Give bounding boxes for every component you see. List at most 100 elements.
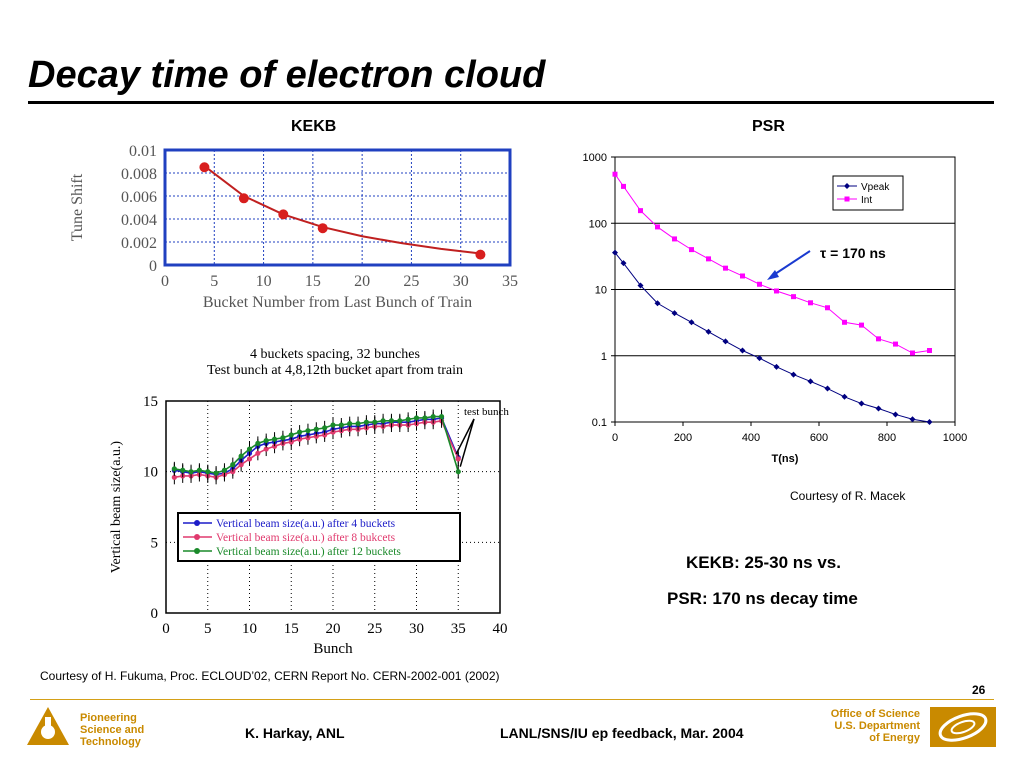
beam-data-point	[322, 432, 328, 438]
psr-decay-chart: 0.1 1 10 100 1000 0 200 400 600 800 1000 T(ns) Vpeak…	[583, 152, 968, 465]
beam-data-point	[305, 428, 311, 434]
tune-shift-chart: 0 5 10 15 20 25 30 35 0 0.002 0.004 0.006 0.008 0.01 B…	[69, 143, 518, 311]
tune-x-tick-label: 10	[256, 273, 272, 290]
tune-x-tick-label: 25	[403, 273, 419, 290]
beam-legend-marker	[194, 520, 200, 526]
psr-data-point	[791, 294, 796, 300]
lab-tagline-2: Science and	[80, 724, 145, 736]
tune-x-tick-label: 0	[161, 273, 169, 290]
beam-data-point	[263, 437, 269, 444]
doe-logo-icon	[930, 707, 996, 747]
psr-series-line	[614, 173, 930, 354]
beam-annotation-arrow	[455, 418, 475, 455]
psr-data-point	[824, 385, 831, 392]
psr-data-point	[671, 310, 678, 317]
beam-data-point	[380, 418, 386, 424]
psr-data-point	[927, 348, 932, 354]
beam-data-point	[255, 450, 261, 456]
beam-data-point	[288, 432, 294, 438]
psr-y-tick-label: 1000	[583, 152, 607, 164]
beam-x-axis-label: Bunch	[313, 641, 353, 655]
beam-data-point	[397, 418, 403, 424]
psr-data-point	[859, 322, 864, 328]
beam-data-point	[338, 422, 344, 428]
psr-data-point	[689, 247, 694, 253]
beam-data-point	[363, 419, 369, 425]
psr-data-point	[723, 265, 728, 271]
beam-data-point	[263, 446, 269, 452]
psr-legend-label: Int	[861, 195, 872, 206]
beam-data-point	[213, 470, 219, 476]
psr-data-point	[910, 350, 915, 356]
psr-y-tick-label: 1	[601, 351, 607, 363]
psr-annotation-arrow	[771, 250, 811, 277]
beam-annotation-arrow	[459, 418, 475, 467]
psr-data-point	[756, 355, 763, 362]
beam-legend-box	[177, 512, 461, 562]
beam-data-point	[422, 415, 428, 421]
psr-x-tick-label: 0	[612, 432, 618, 444]
tune-y-tick-label: 0.006	[121, 189, 157, 206]
psr-annotation-tau: τ = 170 ns	[820, 245, 886, 261]
tune-data-point	[199, 162, 210, 173]
tune-x-tick-label: 30	[453, 273, 469, 290]
beam-size-chart: 0 5 10 15 20 25 30 35 40 0 5 10 15 Bunch Vertical beam…	[109, 394, 509, 655]
psr-y-tick-label: 10	[595, 285, 607, 297]
beam-x-tick-label: 40	[493, 621, 508, 637]
psr-data-point	[688, 319, 695, 326]
psr-data-point	[808, 300, 813, 306]
beam-data-point	[297, 436, 303, 442]
credit-macek: Courtesy of R. Macek	[790, 489, 906, 503]
beam-data-point	[322, 425, 328, 431]
beam-y-axis-label: Vertical beam size(a.u.)	[109, 441, 124, 573]
tune-fit-curve	[203, 165, 481, 255]
beam-data-point	[280, 435, 286, 441]
beam-series-line	[174, 419, 459, 479]
tune-data-point	[317, 223, 328, 234]
psr-legend-marker	[844, 183, 850, 189]
tune-y-axis-label: Tune Shift	[69, 173, 86, 241]
conclusion-line2: PSR: 170 ns decay time	[667, 589, 858, 608]
tune-data-point	[238, 193, 249, 204]
tune-x-tick-label: 5	[210, 273, 218, 290]
tune-data-point	[475, 249, 486, 260]
office-line-1: Office of Science	[830, 708, 920, 720]
psr-y-tick-label: 0.1	[592, 417, 607, 429]
psr-data-point	[740, 273, 745, 279]
beam-data-point	[171, 474, 177, 480]
tune-x-tick-label: 20	[354, 273, 370, 290]
beam-data-point	[313, 433, 319, 439]
page-number: 26	[972, 683, 986, 697]
beam-x-tick-label: 25	[367, 621, 382, 637]
psr-x-axis-label: T(ns)	[772, 453, 799, 465]
psr-data-point	[909, 416, 916, 423]
beam-data-point	[188, 469, 194, 475]
psr-label: PSR	[752, 118, 785, 135]
psr-data-point	[841, 393, 848, 400]
psr-data-point	[654, 300, 661, 307]
psr-legend-box	[832, 175, 904, 211]
beam-size-chart-title-line2: Test bunch at 4,8,12th bucket apart from…	[207, 363, 463, 378]
psr-data-point	[739, 347, 746, 354]
psr-data-point	[655, 224, 660, 230]
beam-data-point	[305, 435, 311, 441]
psr-data-point	[825, 305, 830, 311]
beam-data-point	[246, 456, 253, 462]
psr-data-point	[892, 411, 899, 418]
beam-x-tick-label: 10	[242, 621, 257, 637]
footer-event: LANL/SNS/IU ep feedback, Mar. 2004	[500, 725, 744, 741]
office-line-2: U.S. Department	[834, 720, 920, 732]
psr-data-point	[876, 336, 881, 342]
tune-x-tick-label: 15	[305, 273, 321, 290]
psr-data-point	[638, 208, 643, 214]
beam-data-point	[255, 440, 261, 446]
beam-data-point	[405, 416, 411, 422]
beam-size-chart-title-line1: 4 buckets spacing, 32 bunches	[250, 347, 420, 362]
psr-data-point	[612, 249, 618, 256]
beam-data-point	[330, 422, 336, 428]
beam-y-tick-label: 10	[143, 465, 158, 481]
beam-x-tick-label: 30	[409, 621, 424, 637]
beam-data-point	[271, 436, 278, 442]
tune-y-tick-label: 0.008	[121, 166, 157, 183]
psr-y-tick-label: 100	[589, 218, 607, 230]
